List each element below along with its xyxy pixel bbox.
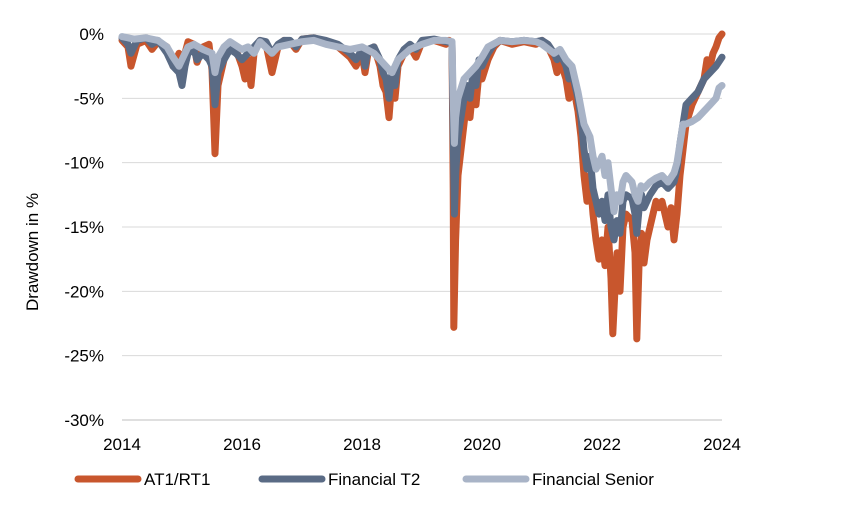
series-line-financial-senior [118,33,726,216]
y-tick-labels: 0% -5% -10% -15% -20% -25% -30% [64,25,104,430]
y-axis-title: Drawdown in % [23,193,42,311]
legend-label: Financial T2 [328,470,420,489]
x-tick-label: 2024 [703,435,741,454]
y-tick-label: -15% [64,218,104,237]
legend: AT1/RT1 Financial T2 Financial Senior [74,470,654,489]
y-tick-label: -20% [64,282,104,301]
series-lines [118,30,726,343]
x-tick-label: 2016 [223,435,261,454]
gridlines [122,33,722,357]
y-tick-label: -25% [64,347,104,366]
x-tick-label: 2022 [583,435,621,454]
x-tick-labels: 2014 2016 2018 2020 2022 2024 [103,435,741,454]
x-tick-label: 2014 [103,435,141,454]
x-tick-label: 2018 [343,435,381,454]
x-tick-label: 2020 [463,435,501,454]
y-tick-label: -5% [74,89,104,108]
legend-label: Financial Senior [532,470,654,489]
y-tick-label: 0% [79,25,104,44]
legend-label: AT1/RT1 [144,470,210,489]
y-tick-label: -10% [64,154,104,173]
y-tick-label: -30% [64,411,104,430]
